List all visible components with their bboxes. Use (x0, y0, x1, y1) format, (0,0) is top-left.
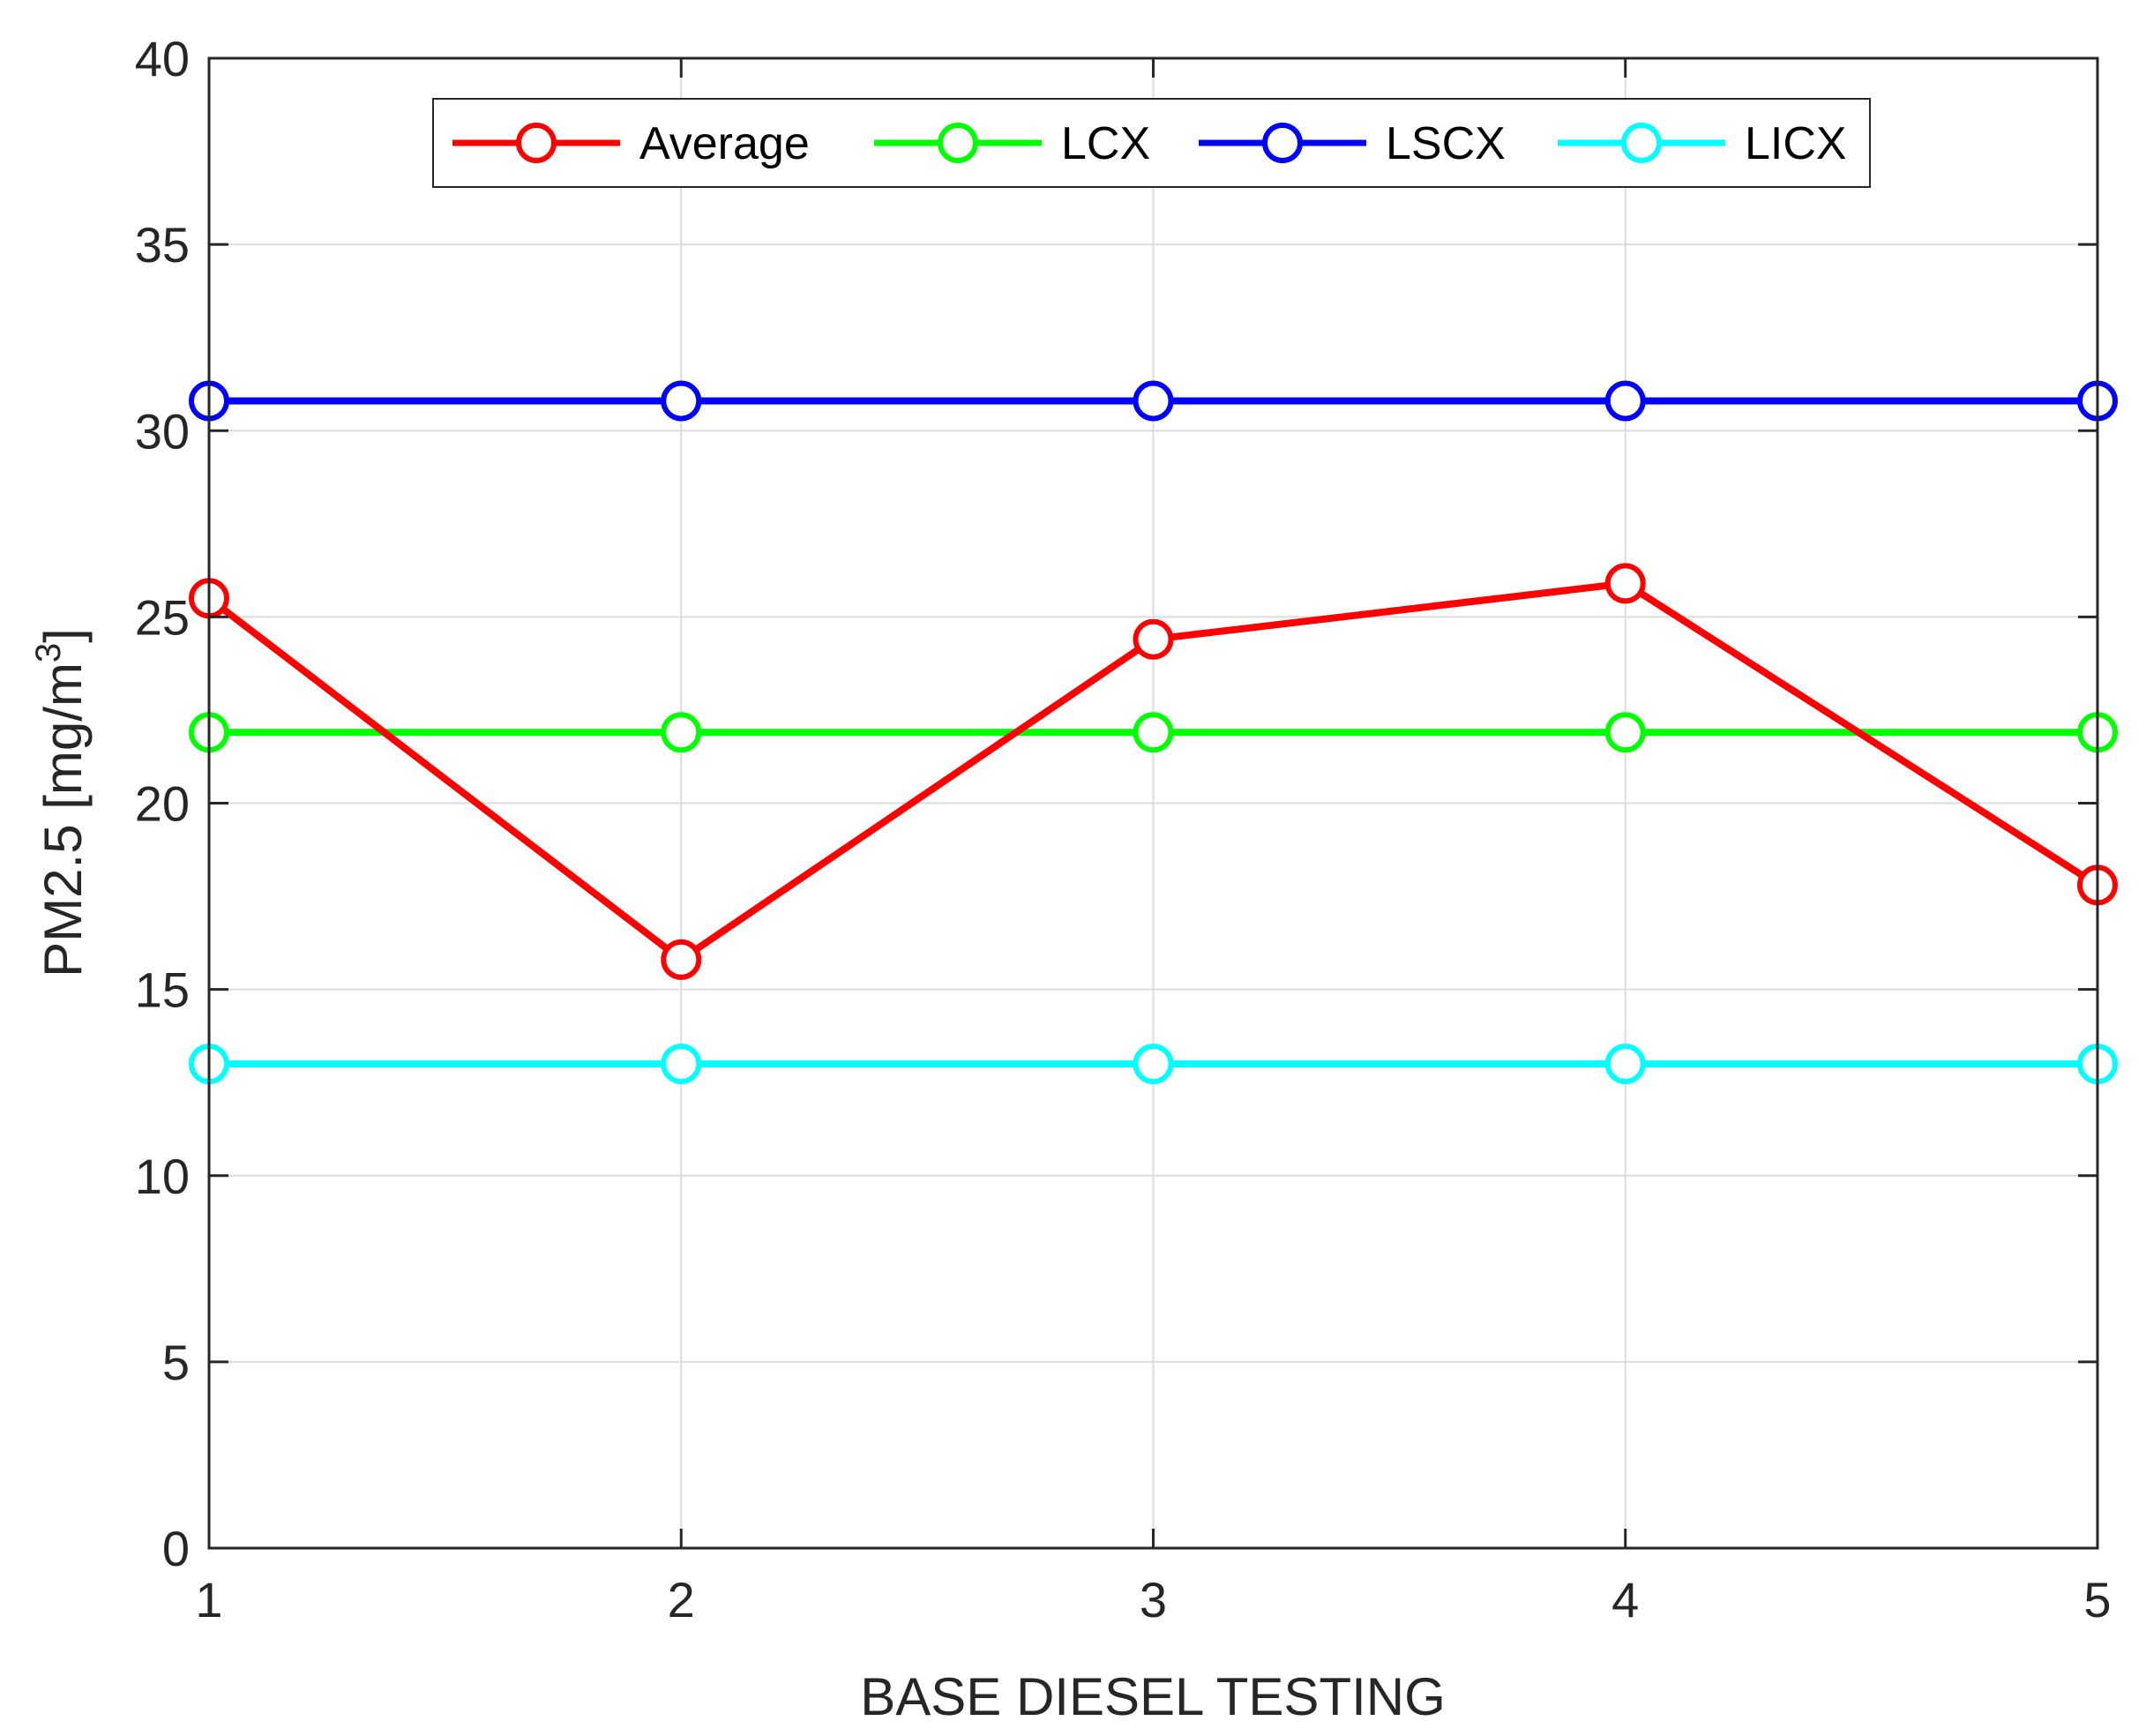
legend-item-licx: LICX (1558, 118, 1847, 169)
legend-item-lcx: LCX (874, 118, 1150, 169)
data-point-licx (661, 1044, 702, 1085)
x-axis-title: BASE DIESEL TESTING (860, 1667, 1446, 1726)
legend-marker-lcx (938, 123, 978, 163)
x-tick-label: 4 (1611, 1572, 1639, 1628)
legend-item-average: Average (452, 118, 810, 169)
y-axis-title-close: ] (34, 628, 93, 643)
legend-label-licx: LICX (1745, 118, 1847, 169)
y-tick-label: 30 (135, 403, 190, 459)
legend-marker-lscx (1262, 123, 1303, 163)
y-axis-title: PM2.5 [mg/m3] (29, 628, 93, 977)
x-tick-label: 2 (668, 1572, 695, 1628)
y-tick-label: 25 (135, 589, 190, 645)
data-point-average (661, 939, 702, 980)
x-tick-label: 1 (195, 1572, 222, 1628)
x-tick-label: 3 (1140, 1572, 1167, 1628)
data-point-lscx (661, 380, 702, 422)
legend-label-average: Average (639, 118, 810, 169)
legend-marker-average (516, 123, 557, 163)
series-licx (189, 1044, 2118, 1085)
y-tick-label: 15 (135, 962, 190, 1018)
y-tick-label: 35 (135, 217, 190, 273)
data-point-average (1133, 618, 1174, 660)
data-point-lcx (1133, 712, 1174, 753)
y-axis-title-superscript: 3 (29, 643, 68, 662)
series-layer (189, 380, 2118, 1085)
y-tick-label: 10 (135, 1149, 190, 1204)
legend: Average LCX LSCX LICX (432, 98, 1871, 188)
axis-ticks (207, 56, 2099, 1550)
legend-marker-licx (1621, 123, 1662, 163)
data-point-lscx (1604, 380, 1646, 422)
y-tick-label: 5 (162, 1335, 190, 1390)
data-point-lcx (661, 712, 702, 753)
data-point-licx (1133, 1044, 1174, 1085)
data-point-licx (1604, 1044, 1646, 1085)
tick-labels: 0 5 10 15 20 25 30 35 40 1 2 3 4 5 (135, 31, 2112, 1628)
series-lscx (189, 380, 2118, 422)
legend-label-lcx: LCX (1061, 118, 1150, 169)
y-tick-label: 0 (162, 1521, 190, 1576)
legend-label-lscx: LSCX (1386, 118, 1506, 169)
grid-lines (208, 57, 2098, 1549)
y-tick-label: 20 (135, 776, 190, 832)
y-axis-title-main: PM2.5 [mg/m (34, 662, 93, 977)
y-tick-label: 40 (135, 31, 190, 86)
x-tick-label: 5 (2083, 1572, 2111, 1628)
data-point-lcx (1604, 712, 1646, 753)
legend-item-lscx: LSCX (1199, 118, 1506, 169)
data-point-lscx (1133, 380, 1174, 422)
series-lcx (189, 712, 2118, 753)
data-point-average (1604, 563, 1646, 604)
